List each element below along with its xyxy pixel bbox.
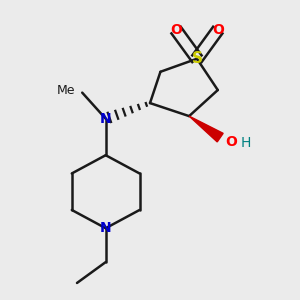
Polygon shape [189, 116, 223, 142]
Text: N: N [100, 112, 112, 126]
Text: O: O [212, 23, 224, 37]
Text: O: O [170, 23, 182, 37]
Text: S: S [191, 51, 203, 66]
Text: H: H [241, 136, 251, 150]
Text: N: N [100, 221, 112, 235]
Text: Me: Me [57, 83, 76, 97]
Text: O: O [225, 135, 237, 149]
